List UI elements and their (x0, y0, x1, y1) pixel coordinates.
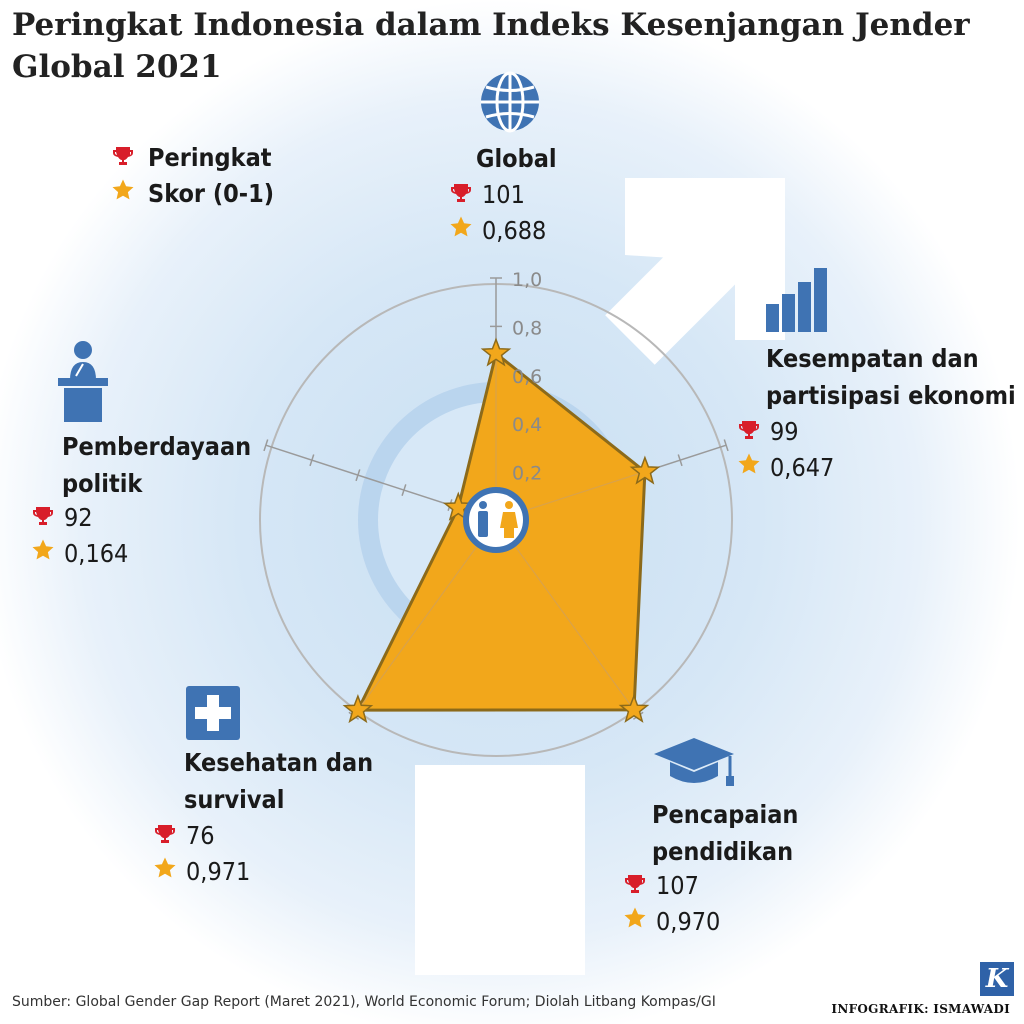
global-rank: 101 (446, 177, 525, 213)
radar-tick-label: 0,4 (512, 414, 542, 436)
center-people-icon (463, 487, 529, 553)
radar-axis-tick (355, 469, 361, 482)
global-score-value: 0,688 (482, 216, 547, 245)
economy-rank: 99 (734, 414, 799, 450)
trophy-icon (734, 414, 764, 450)
bar-chart-icon (766, 268, 828, 336)
legend-score-label: Skor (0-1) (148, 179, 275, 208)
page-title: Peringkat Indonesia dalam Indeks Kesenja… (12, 7, 970, 85)
star-icon (620, 904, 650, 940)
podium-speaker-icon (56, 340, 110, 426)
health-label: Kesehatan dan survival (184, 748, 374, 814)
politics-score: 0,164 (28, 536, 128, 572)
trophy-icon (108, 140, 138, 176)
global-rank-value: 101 (482, 180, 525, 209)
source-note: Sumber: Global Gender Gap Report (Maret … (12, 994, 716, 1010)
infographic-credit: INFOGRAFIK: ISMAWADI (831, 1002, 1010, 1016)
star-icon (108, 176, 138, 212)
education-rank-value: 107 (656, 871, 699, 900)
radar-point-star (618, 693, 650, 723)
gender-symbol-decoration (415, 178, 785, 975)
radar-axis-tick (401, 484, 407, 497)
global-score: 0,688 (446, 213, 546, 249)
trophy-icon (620, 868, 650, 904)
globe-icon (478, 70, 542, 138)
health-score-value: 0,971 (186, 857, 251, 886)
trophy-icon (150, 818, 180, 854)
health-rank-value: 76 (186, 821, 215, 850)
education-rank: 107 (620, 868, 699, 904)
politics-rank: 92 (28, 500, 93, 536)
health-score: 0,971 (150, 854, 250, 890)
politics-label: Pemberdayaan politik (62, 432, 252, 498)
education-label: Pencapaian pendidikan (652, 800, 799, 866)
graduation-cap-icon (652, 738, 736, 794)
radar-tick-labels: 0,2 0,4 0,6 0,8 1,0 (512, 269, 542, 485)
radar-axis-tick (677, 454, 683, 467)
radar-tick-label: 0,8 (512, 317, 542, 339)
medical-cross-icon (186, 686, 240, 744)
radar-tick-label: 1,0 (512, 269, 542, 291)
legend-rank: Peringkat (108, 140, 272, 176)
legend-rank-label: Peringkat (148, 143, 272, 172)
radar-axis-tick (309, 454, 315, 467)
radar-tick-label: 0,2 (512, 463, 542, 485)
education-score: 0,970 (620, 904, 720, 940)
politics-score-value: 0,164 (64, 539, 129, 568)
legend-score: Skor (0-1) (108, 176, 274, 212)
economy-score-value: 0,647 (770, 453, 835, 482)
politics-rank-value: 92 (64, 503, 93, 532)
radar-tick-label: 0,6 (512, 366, 542, 388)
star-icon (28, 536, 58, 572)
education-score-value: 0,970 (656, 907, 721, 936)
radar-point-star (342, 693, 374, 724)
radar-inner-axis (357, 519, 497, 711)
health-rank: 76 (150, 818, 215, 854)
radar-point-star (480, 337, 512, 367)
star-icon (734, 450, 764, 486)
trophy-icon (28, 500, 58, 536)
economy-rank-value: 99 (770, 417, 799, 446)
radar-point-star (629, 455, 661, 485)
kompas-logo: K (980, 962, 1014, 996)
economy-score: 0,647 (734, 450, 834, 486)
radar-axis-tick (723, 439, 729, 452)
global-label: Global (476, 144, 557, 173)
star-icon (150, 854, 180, 890)
trophy-icon (446, 177, 476, 213)
economy-label: Kesempatan dan partisipasi ekonomi (766, 344, 1016, 410)
radar-axis-tick (263, 439, 269, 452)
star-icon (446, 213, 476, 249)
radar-inner-axis (495, 519, 635, 711)
